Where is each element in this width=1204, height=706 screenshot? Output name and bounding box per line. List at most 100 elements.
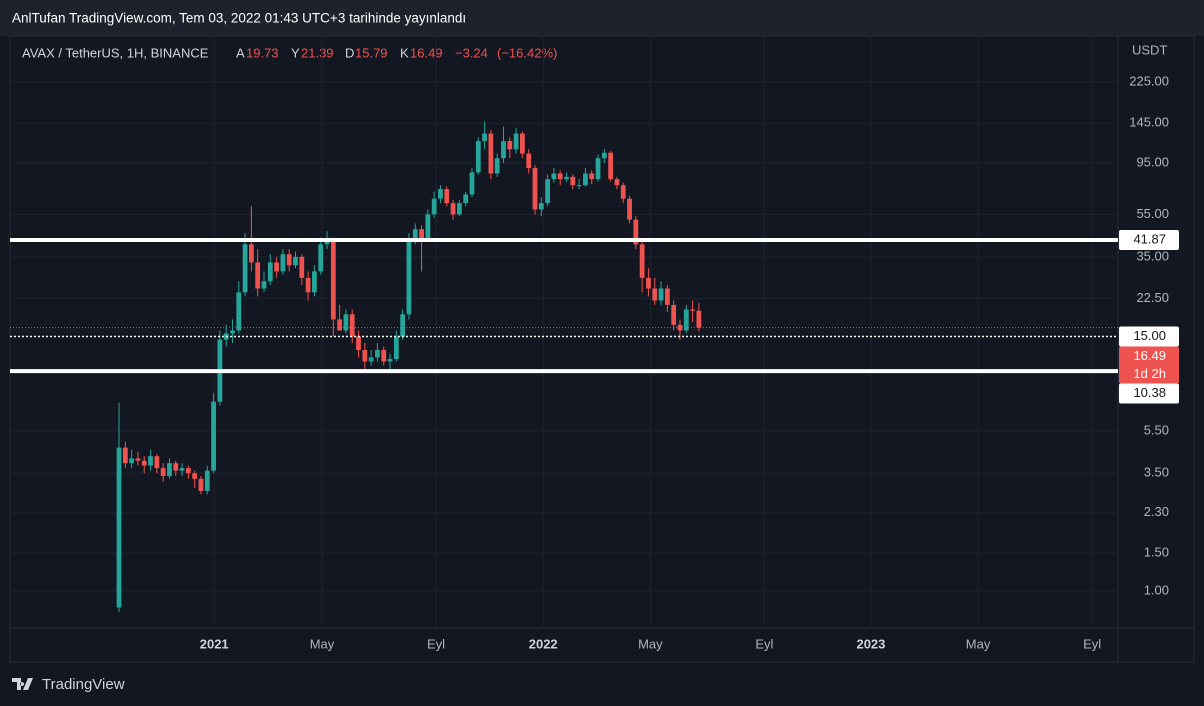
- candle-body: [154, 456, 160, 469]
- candle-body: [412, 229, 418, 240]
- x-tick-label: Eyl: [755, 636, 773, 651]
- y-tick-label: 3.50: [1144, 465, 1169, 480]
- candle-body: [356, 336, 361, 350]
- price-label: 15.00: [1133, 328, 1166, 343]
- candle-body: [230, 330, 235, 334]
- candle-body: [185, 468, 191, 474]
- candle-body: [576, 185, 582, 187]
- candle-body: [501, 141, 506, 159]
- y-tick-label: 145.00: [1129, 115, 1169, 130]
- x-tick-label: May: [966, 636, 991, 651]
- symbol: AVAX / TetherUS, 1H, BINANCE: [22, 45, 209, 60]
- x-tick-label: Eyl: [1083, 636, 1101, 651]
- open-label: A: [236, 45, 245, 60]
- price-label-box: [1119, 383, 1179, 404]
- candle-body: [551, 173, 557, 180]
- candle-body: [293, 256, 298, 266]
- logo: TradingView: [12, 676, 125, 693]
- header: AnlTufan TradingView.com, Tem 03, 2022 0…: [12, 11, 466, 26]
- candle-body: [375, 349, 380, 358]
- candle-body: [330, 239, 336, 320]
- grid: [10, 36, 1118, 628]
- x-tick-label: 2023: [856, 636, 885, 651]
- y-tick-label: 55.00: [1136, 206, 1169, 221]
- y-tick-label: 1.00: [1144, 582, 1169, 597]
- candle-body: [683, 309, 689, 331]
- candle-body: [475, 141, 481, 173]
- candle-body: [482, 133, 487, 142]
- candle-body: [526, 153, 532, 169]
- y-tick-label: 1.50: [1144, 544, 1169, 559]
- top-bar: [0, 0, 1204, 36]
- candle-body: [393, 336, 399, 360]
- candle-body: [557, 173, 563, 180]
- candle-body: [280, 254, 286, 272]
- candle-body: [456, 203, 462, 215]
- y-tick-label: 2.30: [1144, 504, 1169, 519]
- candle-body: [274, 262, 279, 272]
- price-label-box: [1119, 346, 1179, 384]
- candle-body: [538, 203, 544, 210]
- y-tick-label: 5.50: [1144, 422, 1169, 437]
- candle-body: [545, 179, 551, 204]
- footer: TradingView: [42, 676, 125, 693]
- candle-body: [425, 214, 431, 240]
- candle-body: [362, 349, 368, 362]
- candle-body: [122, 447, 128, 464]
- candle-body: [589, 173, 595, 180]
- candle-body: [173, 463, 179, 471]
- close-value: 16.49: [410, 45, 443, 60]
- candle-body: [564, 176, 569, 180]
- candle-body: [494, 158, 500, 174]
- candle-body: [160, 468, 166, 477]
- y-tick-label: 95.00: [1136, 154, 1169, 169]
- unit: USDT: [1132, 42, 1167, 57]
- x-tick-label: 2021: [200, 636, 229, 651]
- candle-body: [690, 309, 695, 311]
- candle-body: [204, 470, 210, 491]
- candle-body: [614, 179, 620, 186]
- candle-body: [248, 244, 254, 263]
- candle-body: [400, 314, 406, 337]
- candle-body: [387, 359, 393, 362]
- high-label: Y: [291, 45, 300, 60]
- candles: [116, 121, 702, 613]
- candle-body: [671, 304, 677, 325]
- candle-body: [658, 288, 664, 301]
- candle-body: [179, 468, 185, 471]
- price-label-box: [1119, 230, 1179, 251]
- x-tick-label: 2022: [529, 636, 558, 651]
- price-label: 16.49: [1133, 348, 1166, 363]
- x-tick-label: May: [310, 636, 335, 651]
- candle-body: [444, 189, 450, 204]
- candle-body: [620, 185, 626, 199]
- x-tick-label: Eyl: [427, 636, 445, 651]
- candle-body: [406, 239, 412, 315]
- logo-icon: [12, 678, 33, 690]
- candle-body: [141, 460, 147, 466]
- candle-body: [236, 292, 242, 331]
- low-value: 15.79: [355, 45, 388, 60]
- candle-body: [167, 463, 172, 477]
- candle-body: [450, 203, 456, 215]
- low-label: D: [345, 45, 354, 60]
- x-tick-label: May: [638, 636, 663, 651]
- candle-body: [343, 314, 349, 331]
- candle-body: [312, 271, 317, 293]
- candle-body: [488, 133, 494, 174]
- candle-body: [192, 473, 198, 479]
- candle-body: [261, 281, 267, 289]
- price-label: 10.38: [1133, 385, 1166, 400]
- candle-body: [696, 310, 702, 328]
- candle-body: [305, 277, 311, 293]
- candle-body: [368, 357, 374, 362]
- price-label-box: [1119, 326, 1179, 347]
- candle-body: [652, 288, 658, 301]
- candle-body: [608, 152, 614, 180]
- candle-body: [337, 319, 343, 331]
- candle-body: [431, 198, 437, 215]
- candle-body: [267, 262, 273, 282]
- candle-body: [324, 239, 330, 245]
- candle-body: [570, 176, 576, 186]
